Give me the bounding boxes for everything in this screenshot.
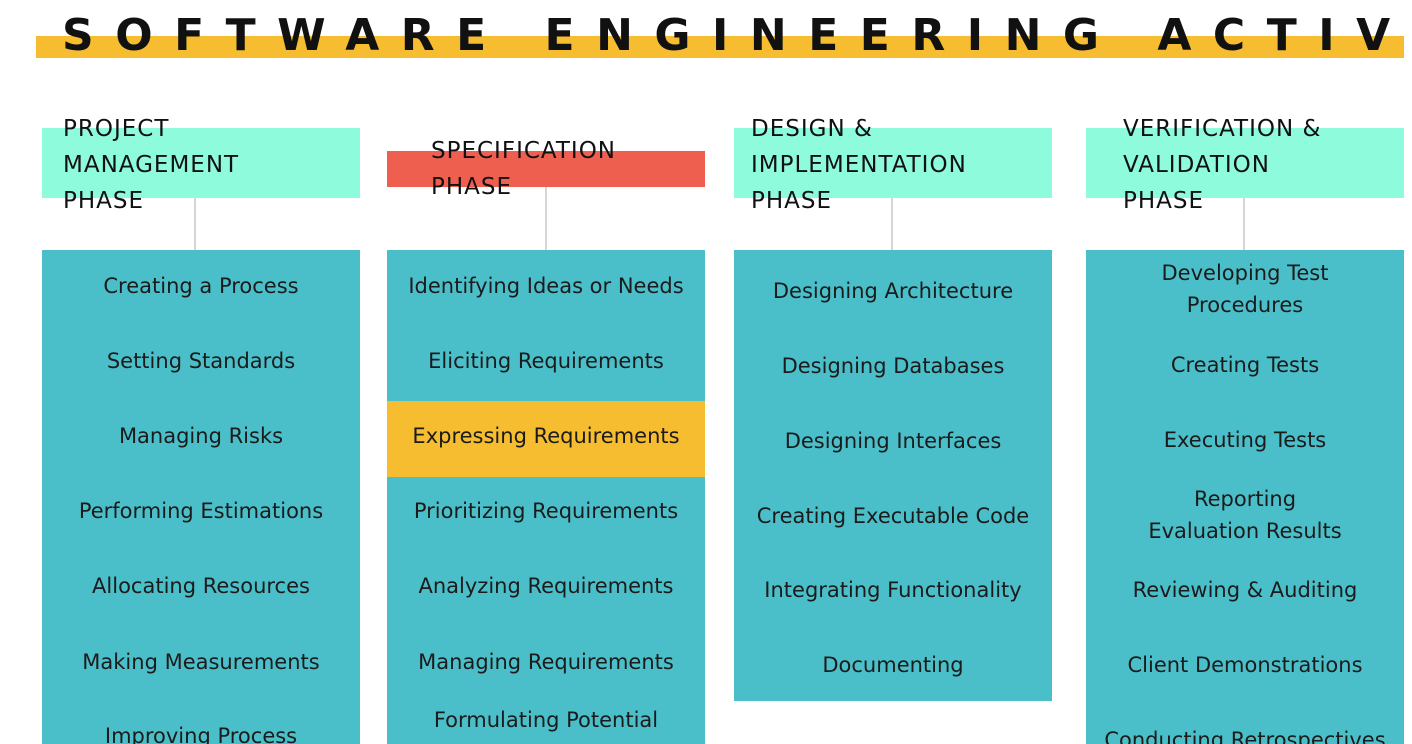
phase-header-specification: SPECIFICATION PHASE — [431, 138, 617, 200]
header-band-specification — [387, 151, 705, 187]
activity-item: Developing Test Procedures — [1161, 261, 1329, 317]
phase-panel-verification-validation: Developing Test Procedures Creating Test… — [1086, 250, 1404, 744]
activity-item-highlighted: Expressing Requirements — [412, 424, 680, 448]
activity-item: Integrating Functionality — [764, 578, 1022, 602]
header-band-project-management — [42, 128, 360, 198]
phase-header-project-management: PROJECT MANAGEMENT PHASE — [63, 116, 240, 214]
activity-item: Improving Process — [104, 724, 298, 744]
phase-panel-design-implementation: Designing Architecture Designing Databas… — [734, 250, 1052, 701]
activity-item: Prioritizing Requirements — [413, 499, 679, 523]
connector-specification — [545, 187, 547, 250]
activity-item: Creating Tests — [1170, 353, 1320, 377]
activity-item: Documenting — [822, 653, 964, 677]
header-band-verification-validation — [1086, 128, 1404, 198]
connector-design-implementation — [891, 198, 893, 250]
activity-item: Managing Risks — [118, 424, 284, 448]
header-band-design-implementation — [734, 128, 1052, 198]
activity-item: Executing Tests — [1163, 428, 1327, 452]
activity-item: Reviewing & Auditing — [1132, 578, 1358, 602]
activity-item: Formulating Potential — [433, 708, 659, 732]
highlighted-activity-background — [387, 401, 705, 477]
title-underline-bar — [36, 36, 1404, 58]
activity-item: Creating Executable Code — [756, 504, 1030, 528]
page-title: SOFTWARE ENGINEERING ACTIVITIES — [62, 10, 1412, 61]
activity-item: Managing Requirements — [418, 650, 674, 674]
activity-item: Eliciting Requirements — [428, 349, 664, 373]
activity-item: Allocating Resources — [92, 574, 310, 598]
phase-header-verification-validation: VERIFICATION & VALIDATION PHASE — [1123, 116, 1322, 214]
phase-panel-specification: Identifying Ideas or Needs Eliciting Req… — [387, 250, 705, 744]
activity-item: Designing Interfaces — [784, 429, 1002, 453]
connector-verification-validation — [1243, 198, 1245, 250]
phase-panel-project-management: Creating a Process Setting Standards Man… — [42, 250, 360, 744]
activity-item: Creating a Process — [103, 274, 299, 298]
activity-item: Setting Standards — [106, 349, 296, 373]
connector-project-management — [194, 198, 196, 250]
activity-item: Designing Architecture — [772, 279, 1014, 303]
activity-item: Analyzing Requirements — [418, 574, 674, 598]
activity-item: Identifying Ideas or Needs — [408, 274, 684, 298]
activity-item: Designing Databases — [781, 354, 1005, 378]
activity-item: Performing Estimations — [78, 499, 324, 523]
activity-item: Making Measurements — [82, 650, 320, 674]
activity-item: Conducting Retrospectives — [1104, 728, 1386, 744]
phase-header-design-implementation: DESIGN & IMPLEMENTATION PHASE — [751, 116, 967, 214]
activity-item: Reporting Evaluation Results — [1148, 487, 1342, 543]
activity-item: Client Demonstrations — [1127, 653, 1363, 677]
